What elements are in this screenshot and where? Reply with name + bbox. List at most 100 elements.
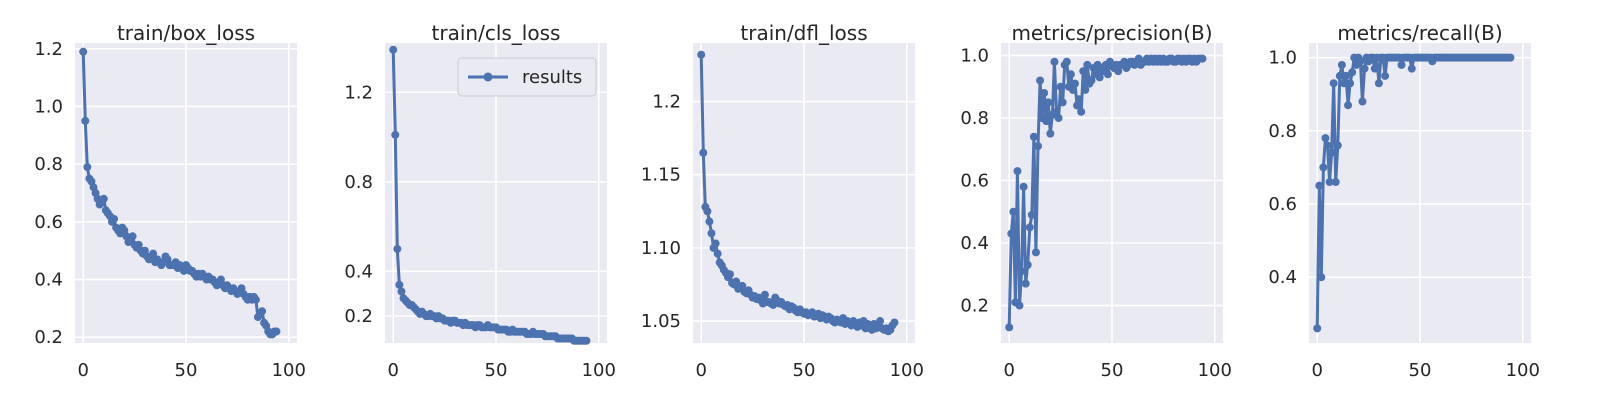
x-tick-label: 100 — [272, 360, 306, 381]
data-point — [1319, 163, 1328, 172]
legend-marker — [483, 72, 493, 82]
y-tick-label: 0.4 — [960, 233, 989, 254]
data-point — [1025, 223, 1034, 232]
data-point — [1007, 229, 1016, 238]
y-tick-label: 0.4 — [1268, 267, 1297, 288]
data-point — [149, 249, 158, 258]
data-point — [1066, 70, 1075, 79]
data-point — [1050, 57, 1059, 66]
data-point — [1027, 210, 1036, 219]
data-point — [1013, 167, 1022, 176]
data-point — [1335, 71, 1344, 80]
y-tick-label: 1.10 — [641, 238, 681, 259]
legend: results — [457, 57, 597, 97]
y-tick-label: 1.2 — [652, 92, 681, 113]
x-tick-label: 0 — [1003, 360, 1014, 381]
data-point — [1046, 129, 1055, 138]
data-point — [1005, 323, 1014, 332]
x-tick-label: 100 — [1198, 360, 1232, 381]
y-tick-label: 1.15 — [641, 165, 681, 186]
y-tick-label: 1.0 — [960, 46, 989, 67]
data-point — [705, 217, 714, 226]
chart-panel-3: 0 50 100 1.05 1.10 1.15 1.2 train/dfl_loss — [641, 21, 924, 381]
data-point — [1331, 178, 1340, 187]
data-point — [1329, 79, 1338, 88]
data-point — [1021, 279, 1030, 288]
x-tick-label: 50 — [793, 360, 816, 381]
x-tick-label: 0 — [695, 360, 706, 381]
data-point — [81, 116, 90, 125]
data-point — [760, 290, 769, 299]
y-tick-label: 0.8 — [1268, 121, 1297, 142]
data-point — [699, 148, 708, 157]
y-tick-label: 1.2 — [344, 82, 373, 103]
data-point — [1506, 53, 1515, 62]
data-point — [1083, 60, 1092, 69]
data-point — [1031, 248, 1040, 257]
data-point — [1017, 267, 1026, 276]
data-point — [1315, 181, 1324, 190]
y-tick-label: 1.0 — [34, 96, 63, 117]
data-point — [1327, 148, 1336, 157]
data-point — [110, 214, 119, 223]
x-tick-label: 0 — [387, 360, 398, 381]
legend-label: results — [522, 67, 582, 88]
x-tick-label: 50 — [175, 360, 198, 381]
data-point — [1019, 182, 1028, 191]
data-point — [1040, 89, 1049, 97]
data-point — [1321, 134, 1330, 143]
y-tick-label: 0.6 — [960, 171, 989, 192]
x-tick-label: 100 — [582, 360, 616, 381]
data-point — [1198, 54, 1207, 63]
data-point — [1397, 60, 1406, 69]
x-tick-label: 50 — [1101, 360, 1124, 381]
x-tick-label: 0 — [77, 360, 88, 381]
chart-title: train/dfl_loss — [740, 21, 867, 45]
data-point — [1348, 68, 1357, 77]
data-point — [1062, 57, 1071, 66]
data-point — [1029, 132, 1038, 141]
chart-title: train/cls_loss — [432, 21, 561, 45]
data-point — [128, 232, 137, 241]
data-point — [707, 229, 716, 238]
y-tick-label: 0.8 — [960, 108, 989, 129]
y-tick-label: 0.6 — [1268, 194, 1297, 215]
data-point — [389, 45, 398, 54]
chart-panel-1: 0 50 100 0.2 0.4 0.6 0.8 1.0 1.2 train/box_loss — [34, 21, 306, 381]
data-point — [697, 50, 706, 59]
data-point — [1034, 142, 1042, 151]
x-tick-label: 100 — [890, 360, 924, 381]
data-point — [391, 130, 400, 139]
y-tick-label: 0.8 — [34, 154, 63, 175]
y-tick-label: 0.2 — [344, 306, 373, 327]
data-point — [1337, 60, 1346, 69]
y-tick-label: 0.6 — [34, 212, 63, 233]
data-point — [582, 336, 591, 345]
data-point — [1081, 85, 1090, 94]
data-point — [1370, 64, 1379, 73]
data-point — [1374, 79, 1383, 88]
data-point — [395, 280, 404, 289]
data-point — [1095, 73, 1104, 82]
y-tick-label: 0.4 — [34, 270, 63, 291]
data-point — [1068, 85, 1077, 94]
data-point — [397, 287, 406, 296]
data-point — [1044, 98, 1053, 107]
data-point — [1052, 107, 1061, 116]
data-point — [1407, 64, 1416, 73]
data-point — [1075, 95, 1084, 104]
data-point — [272, 327, 281, 336]
data-point — [1333, 141, 1342, 150]
data-point — [393, 244, 402, 253]
data-point — [1358, 97, 1367, 106]
data-point — [732, 277, 741, 286]
data-point — [1054, 114, 1063, 122]
data-point — [713, 249, 722, 258]
data-point — [1344, 101, 1353, 110]
data-point — [83, 163, 92, 172]
y-tick-label: 0.8 — [344, 172, 373, 193]
data-point — [1073, 101, 1082, 110]
y-tick-label: 0.4 — [344, 261, 373, 282]
